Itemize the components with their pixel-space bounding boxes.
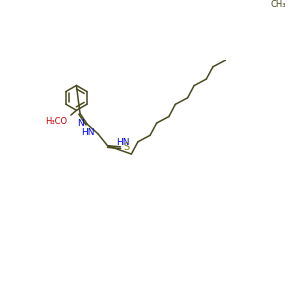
Text: S: S — [124, 142, 130, 152]
Text: HN: HN — [116, 138, 130, 147]
Text: CH₃: CH₃ — [270, 0, 286, 9]
Text: N: N — [78, 119, 84, 128]
Text: H₃CO: H₃CO — [45, 117, 67, 126]
Text: HN: HN — [82, 128, 95, 137]
